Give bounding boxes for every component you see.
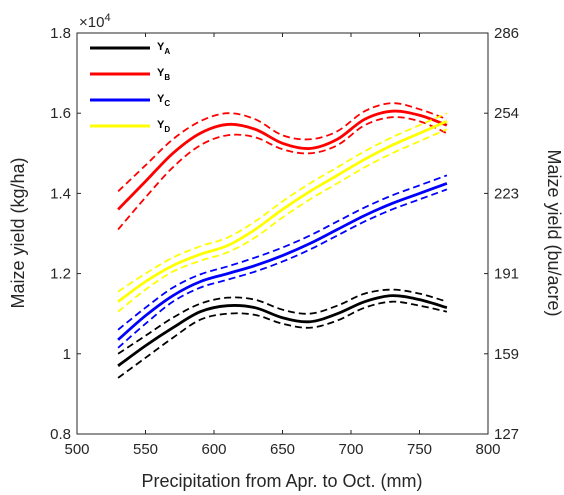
y-axis-ticks: 0.8 1 1.2 1.4 1.6 1.8: [50, 25, 81, 443]
y2-tick-label: 159: [494, 346, 519, 363]
y2-axis-label: Maize yield (bu/acre): [544, 149, 564, 316]
series-layer: [117, 102, 448, 379]
y-exponent-label: ×104: [79, 12, 111, 31]
y-tick-label: 1.8: [50, 25, 71, 42]
series-c-line: [117, 182, 448, 341]
y-tick-label: 1.2: [50, 266, 71, 283]
series-c-lower-bound: [117, 188, 448, 349]
y-tick-label: 0.8: [50, 426, 71, 443]
series-b-lower-bound: [117, 116, 448, 231]
series-c: [117, 174, 448, 349]
series-d-lower-bound: [117, 128, 448, 313]
series-a-lower-bound: [117, 300, 448, 379]
y2-axis-ticks: 127 159 191 223 254 286: [484, 25, 519, 443]
x-tick-label: 500: [64, 441, 89, 458]
series-a-line: [117, 294, 448, 367]
x-tick-label: 550: [133, 441, 158, 458]
y-tick-label: 1.6: [50, 105, 71, 122]
y2-tick-label: 223: [494, 185, 519, 202]
series-c-upper-bound: [117, 174, 448, 331]
y2-tick-label: 127: [494, 426, 519, 443]
series-b: [117, 102, 448, 231]
series-d-line: [117, 119, 448, 303]
y-tick-label: 1: [63, 346, 71, 363]
y-tick-label: 1.4: [50, 185, 71, 202]
series-a: [117, 288, 448, 379]
series-b-line: [117, 109, 448, 211]
y-axis-label: Maize yield (kg/ha): [8, 157, 28, 308]
y2-tick-label: 254: [494, 105, 519, 122]
plot-area: [76, 32, 489, 435]
y2-tick-label: 191: [494, 266, 519, 283]
x-tick-label: 800: [475, 441, 500, 458]
series-d: [117, 112, 448, 313]
x-tick-label: 750: [407, 441, 432, 458]
series-d-upper-bound: [117, 112, 448, 293]
x-tick-label: 650: [270, 441, 295, 458]
x-axis-ticks: 500 550 600 650 700 750 800: [64, 33, 501, 458]
x-tick-label: 700: [338, 441, 363, 458]
y2-tick-label: 286: [494, 25, 519, 42]
series-a-upper-bound: [117, 288, 448, 355]
x-axis-label: Precipitation from Apr. to Oct. (mm): [141, 471, 422, 491]
x-tick-label: 600: [201, 441, 226, 458]
